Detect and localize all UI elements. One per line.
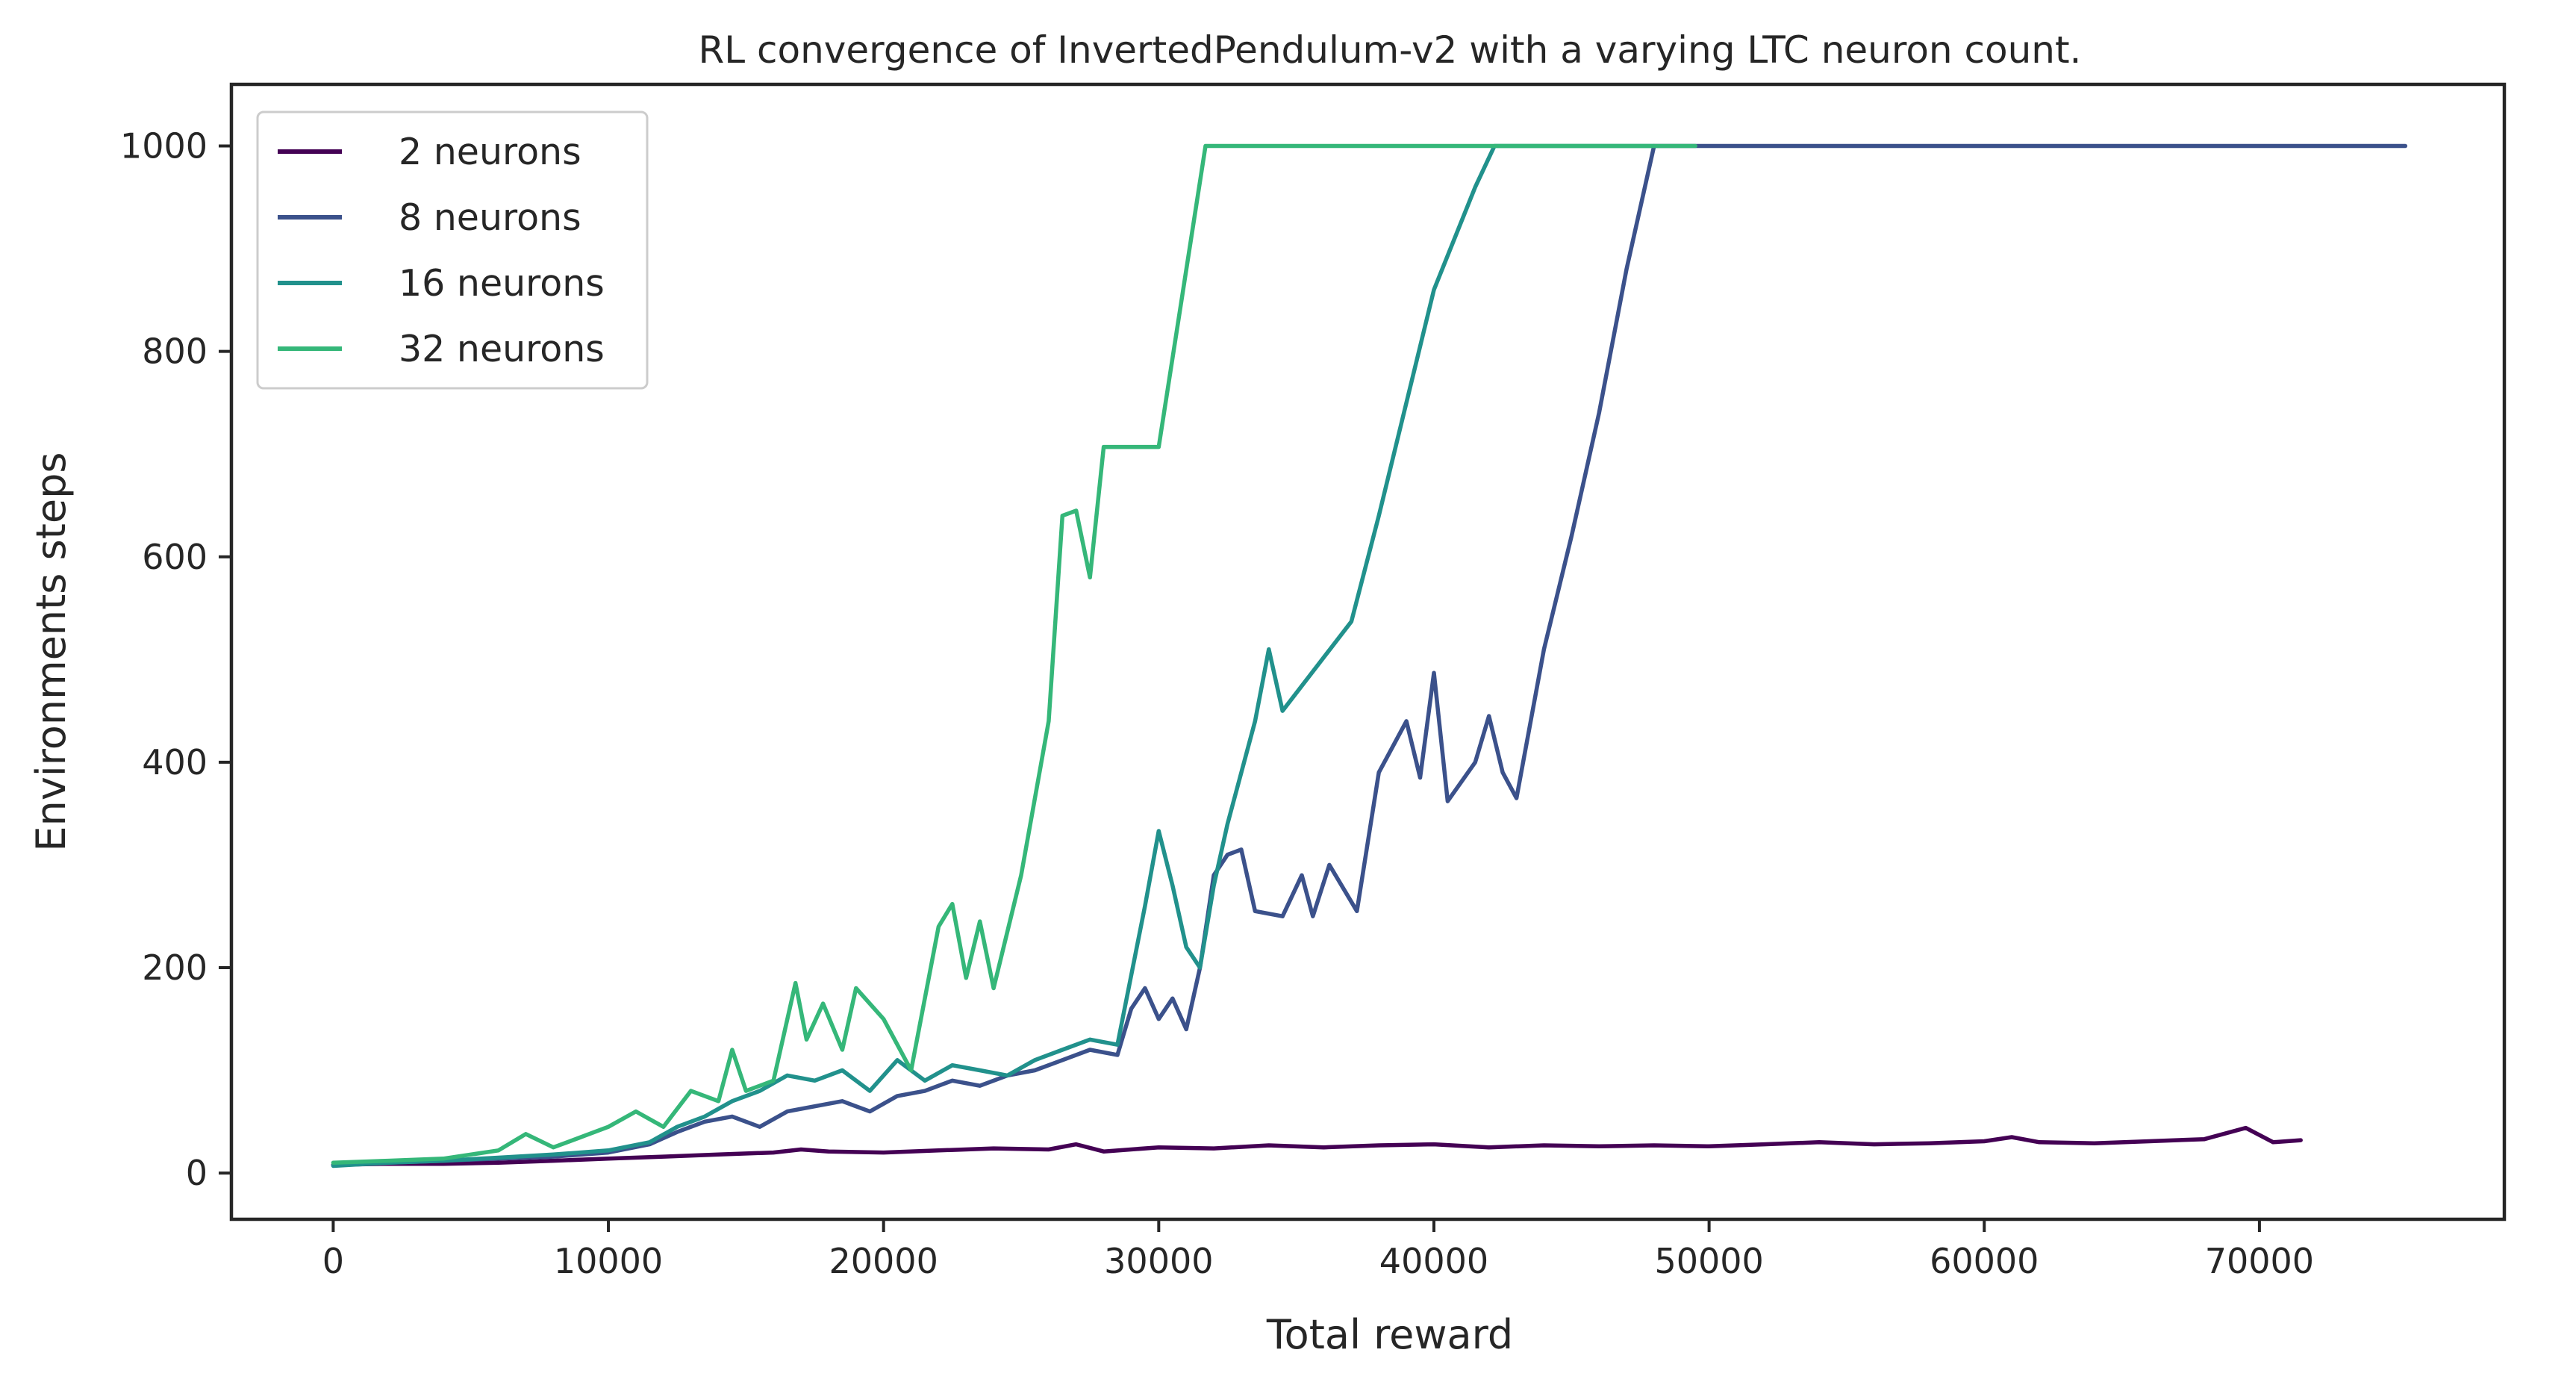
x-axis-label: Total reward (1266, 1311, 1513, 1358)
x-axis-ticks: 0 10000 20000 30000 40000 50000 60000 70000 (322, 1219, 2314, 1281)
legend-label: 2 neurons (399, 131, 581, 173)
legend-box (256, 111, 649, 390)
y-tick-label: 200 (142, 947, 208, 988)
x-tick-label: 60000 (1930, 1241, 2039, 1281)
legend: 2 neurons 8 neurons 16 neurons 32 neurons (256, 111, 649, 390)
x-tick-label: 50000 (1654, 1241, 1763, 1281)
x-tick-label: 30000 (1104, 1241, 1213, 1281)
y-tick-label: 600 (142, 537, 208, 577)
series-line-2 (331, 143, 1656, 1168)
series-line-1 (331, 143, 2408, 1167)
x-tick-label: 40000 (1379, 1241, 1488, 1281)
x-tick-label: 0 (322, 1241, 344, 1281)
legend-label: 16 neurons (399, 262, 605, 305)
y-axis-ticks: 0 200 400 600 800 1000 (120, 126, 231, 1193)
y-tick-label: 1000 (120, 126, 208, 167)
legend-label: 8 neurons (399, 196, 581, 239)
chart-title: RL convergence of InvertedPendulum-v2 wi… (699, 28, 2082, 72)
x-tick-label: 20000 (829, 1241, 938, 1281)
y-axis-label: Environments steps (28, 452, 75, 851)
plot-series (331, 143, 2408, 1168)
series-line-0 (331, 1125, 2303, 1167)
plot-frame (229, 82, 2507, 1222)
y-tick-label: 400 (142, 742, 208, 782)
x-tick-label: 70000 (2205, 1241, 2314, 1281)
legend-label: 32 neurons (399, 328, 605, 370)
x-tick-label: 10000 (554, 1241, 663, 1281)
series-line-3 (331, 143, 1697, 1166)
y-tick-label: 800 (142, 332, 208, 372)
y-tick-label: 0 (186, 1153, 208, 1193)
